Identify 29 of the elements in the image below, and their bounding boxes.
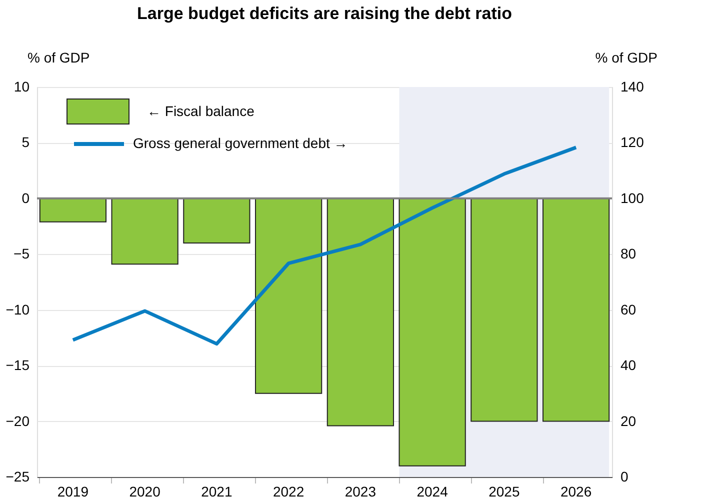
x-tick-label: 2024	[416, 484, 448, 498]
y-tick-label: 0	[22, 190, 30, 206]
y-tick-label: 5	[22, 134, 30, 150]
legend-label: Gross general government debt →	[133, 135, 348, 151]
x-tick-label: 2023	[344, 484, 376, 498]
y2-axis-title: % of GDP	[595, 50, 658, 66]
y-axis-title: % of GDP	[28, 50, 90, 66]
y2-tick-label: 100	[620, 190, 644, 206]
y2-tick-label: 140	[620, 78, 644, 94]
y-tick-label: −5	[14, 246, 30, 262]
y2-tick-label: 40	[620, 357, 636, 374]
legend-label: ← Fiscal balance	[147, 103, 255, 119]
x-tick-label: 2026	[560, 484, 592, 498]
y2-tick-label: 80	[620, 246, 636, 262]
chart-title: Large budget deficits are raising the debt ratio	[136, 4, 512, 23]
y-tick-label: 10	[14, 78, 30, 94]
y-tick-label: −20	[6, 412, 30, 429]
y-tick-label: −15	[6, 357, 30, 374]
y-tick-label: −10	[6, 301, 30, 318]
y2-tick-label: 20	[620, 412, 636, 429]
y2-tick-label: 120	[620, 134, 644, 150]
x-tick-label: 2022	[272, 484, 304, 498]
y2-tick-label: 60	[620, 301, 636, 318]
x-tick-label: 2021	[201, 484, 232, 498]
x-tick-label: 2020	[129, 484, 161, 498]
y-tick-label: −25	[6, 468, 30, 484]
y2-tick-label: 0	[620, 468, 628, 484]
x-tick-label: 2025	[488, 484, 520, 498]
x-tick-label: 2019	[57, 484, 89, 498]
